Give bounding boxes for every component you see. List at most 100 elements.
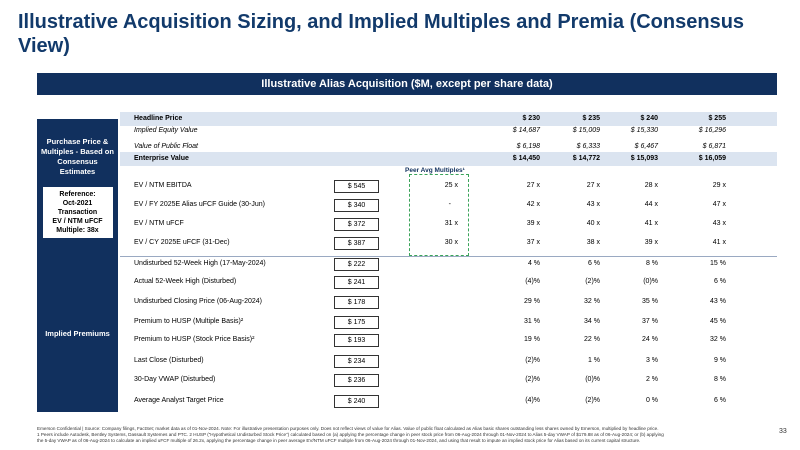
row-value: 38 x [586,239,600,246]
row-label: EV / NTM uFCF [134,220,184,227]
row-value: 41 x [644,220,658,227]
row-label: Implied Equity Value [134,127,198,134]
footnote: Emerson Confidential | Source: Company f… [37,426,767,444]
footnote-line: 1 Peers include Autodesk, Bentley System… [37,432,664,437]
peer-value: 31 x [444,220,458,227]
row-value: (0)% [585,376,600,383]
row-value: 44 x [644,201,658,208]
row-value: 35 % [642,298,658,305]
header-band [120,112,777,126]
ev-row: Enterprise Value $ 14,450 $ 14,772 $ 15,… [120,152,777,166]
premium-row: Premium to HUSP (Stock Price Basis)² $ 1… [120,333,777,347]
base-value-box: $ 240 [334,395,379,408]
reference-box: Reference: Oct-2021 Transaction EV / NTM… [42,187,113,238]
row-value: 6 % [713,397,726,404]
row-label: Last Close (Disturbed) [134,357,204,364]
row-value: 28 x [644,182,658,189]
premium-row: Average Analyst Target Price $ 240 (4)% … [120,394,777,408]
row-value: 29 x [712,182,726,189]
reference-line: EV / NTM uFCF [52,218,103,225]
row-value: 41 x [712,239,726,246]
multiple-row: EV / FY 2025E Alias uFCF Guide (30-Jun) … [120,198,777,212]
header-row: Headline Price $ 230 $ 235 $ 240 $ 255 [120,112,777,126]
premium-row: Undisturbed 52-Week High (17-May-2024) $… [120,257,777,271]
row-value: 31 % [524,318,540,325]
row-value: 39 x [526,220,540,227]
row-value: 43 % [710,298,726,305]
row-label: Average Analyst Target Price [134,397,224,404]
row-value: 27 x [526,182,540,189]
row-value: (2)% [585,397,600,404]
row-value: 37 % [642,318,658,325]
row-value: 4 % [527,260,540,267]
peer-multiples-label: Peer Avg Multiples¹ [403,167,467,174]
row-value: 40 x [586,220,600,227]
row-value: 9 % [713,357,726,364]
page-number: 33 [779,428,787,435]
base-value-box: $ 241 [334,276,379,289]
base-value-box: $ 175 [334,316,379,329]
multiple-row: EV / NTM EBITDA $ 545 25 x 27 x 27 x 28 … [120,179,777,193]
float-row: Value of Public Float $ 6,198 $ 6,333 $ … [120,140,777,154]
row-value: 37 x [526,239,540,246]
row-value: $ 6,198 [516,143,540,150]
row-value: 6 % [713,278,726,285]
premium-row: Actual 52-Week High (Disturbed) $ 241 (4… [120,275,777,289]
footnote-line: Emerson Confidential | Source: Company f… [37,426,659,431]
row-value: (2)% [585,278,600,285]
header-price: $ 230 [522,115,540,122]
peer-multiples-box [409,174,469,256]
row-value: (0)% [643,278,658,285]
row-value: $ 14,687 [512,127,540,134]
ev-band [120,152,777,166]
section-title-purchase: Purchase Price & Multiples - Based on Co… [41,137,114,176]
row-value: 0 % [645,397,658,404]
base-value-box: $ 340 [334,199,379,212]
row-value: 43 x [712,220,726,227]
premium-row: Last Close (Disturbed) $ 234 (2)% 1 % 3 … [120,354,777,368]
row-value: 47 x [712,201,726,208]
row-value: (4)% [525,278,540,285]
base-value-box: $ 545 [334,180,379,193]
row-label: Actual 52-Week High (Disturbed) [134,278,237,285]
header-price: $ 235 [582,115,600,122]
multiple-row: EV / NTM uFCF $ 372 31 x 39 x 40 x 41 x … [120,217,777,231]
row-label: 30-Day VWAP (Disturbed) [134,376,216,383]
row-value: $ 16,296 [698,127,726,134]
reference-line: Transaction [57,209,98,216]
section-divider [120,256,777,257]
base-value-box: $ 372 [334,218,379,231]
section-title-premiums: Implied Premiums [45,329,110,338]
row-value: (2)% [525,376,540,383]
row-value: (4)% [525,397,540,404]
base-value-box: $ 193 [334,334,379,347]
row-value: $ 6,333 [576,143,600,150]
section-label-purchase: Purchase Price & Multiples - Based on Co… [37,119,118,256]
row-value: 3 % [645,357,658,364]
row-value: 39 x [644,239,658,246]
row-value: $ 15,009 [572,127,600,134]
row-value: 34 % [584,318,600,325]
header-price: $ 255 [708,115,726,122]
base-value-box: $ 236 [334,374,379,387]
base-value-box: $ 178 [334,296,379,309]
premium-row: Undisturbed Closing Price (06-Aug-2024) … [120,295,777,309]
base-value-box: $ 387 [334,237,379,250]
peer-value: - [448,201,451,208]
row-value: $ 15,330 [630,127,658,134]
row-value: 32 % [710,336,726,343]
reference-line: Oct-2021 [62,200,93,207]
row-value: 19 % [524,336,540,343]
row-value: 8 % [713,376,726,383]
equity-row: Implied Equity Value $ 14,687 $ 15,009 $… [120,124,777,138]
row-label: EV / NTM EBITDA [134,182,192,189]
row-label: Value of Public Float [134,143,198,150]
peer-value: 30 x [444,239,458,246]
row-value: 27 x [586,182,600,189]
row-value: 1 % [587,357,600,364]
row-label: Undisturbed Closing Price (06-Aug-2024) [134,298,263,305]
row-value: 45 % [710,318,726,325]
base-value-box: $ 234 [334,355,379,368]
row-value: $ 16,059 [698,155,726,162]
reference-line: Multiple: 38x [56,227,99,234]
